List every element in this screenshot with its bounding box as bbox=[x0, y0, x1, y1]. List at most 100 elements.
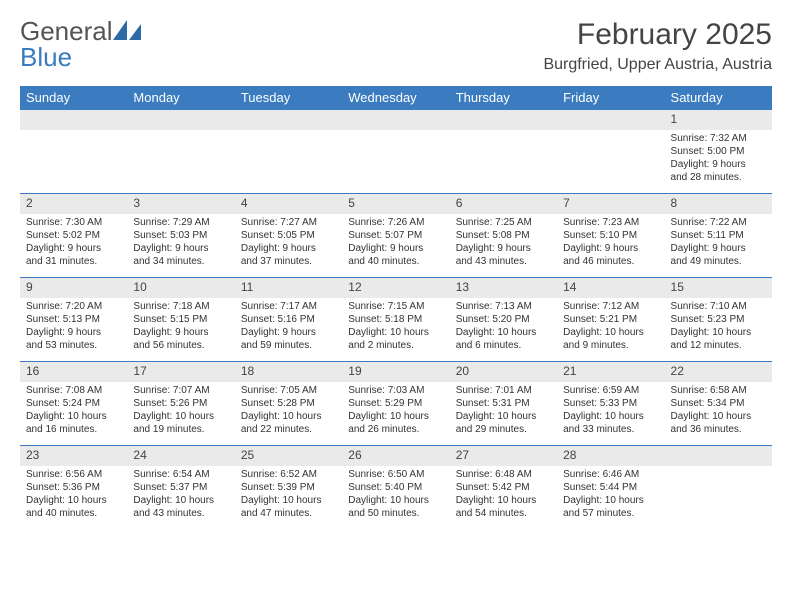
day-day2: and 12 minutes. bbox=[671, 339, 766, 352]
day-day1: Daylight: 9 hours bbox=[26, 242, 121, 255]
day-sunrise: Sunrise: 7:01 AM bbox=[456, 384, 551, 397]
day-sunrise: Sunrise: 6:54 AM bbox=[133, 468, 228, 481]
calendar-day-cell: 11Sunrise: 7:17 AMSunset: 5:16 PMDayligh… bbox=[235, 278, 342, 362]
day-day1: Daylight: 10 hours bbox=[563, 494, 658, 507]
day-day2: and 9 minutes. bbox=[563, 339, 658, 352]
title-block: February 2025 Burgfried, Upper Austria, … bbox=[543, 18, 772, 78]
day-sunrise: Sunrise: 7:03 AM bbox=[348, 384, 443, 397]
day-sunrise: Sunrise: 7:17 AM bbox=[241, 300, 336, 313]
day-number: 6 bbox=[450, 194, 557, 214]
day-sunset: Sunset: 5:36 PM bbox=[26, 481, 121, 494]
day-day1: Daylight: 9 hours bbox=[456, 242, 551, 255]
calendar-day-cell: 5Sunrise: 7:26 AMSunset: 5:07 PMDaylight… bbox=[342, 194, 449, 278]
day-day1: Daylight: 10 hours bbox=[456, 326, 551, 339]
calendar-day-cell: 1Sunrise: 7:32 AMSunset: 5:00 PMDaylight… bbox=[665, 110, 772, 194]
day-number-empty bbox=[450, 110, 557, 130]
day-day2: and 33 minutes. bbox=[563, 423, 658, 436]
calendar-day-cell: 14Sunrise: 7:12 AMSunset: 5:21 PMDayligh… bbox=[557, 278, 664, 362]
day-day1: Daylight: 10 hours bbox=[241, 410, 336, 423]
day-day1: Daylight: 10 hours bbox=[348, 410, 443, 423]
calendar-day-cell: 17Sunrise: 7:07 AMSunset: 5:26 PMDayligh… bbox=[127, 362, 234, 446]
weekday-header: Tuesday bbox=[235, 86, 342, 110]
day-number: 26 bbox=[342, 446, 449, 466]
day-number: 12 bbox=[342, 278, 449, 298]
day-number-empty bbox=[235, 110, 342, 130]
calendar-day-cell: 19Sunrise: 7:03 AMSunset: 5:29 PMDayligh… bbox=[342, 362, 449, 446]
day-number: 3 bbox=[127, 194, 234, 214]
day-sunset: Sunset: 5:13 PM bbox=[26, 313, 121, 326]
day-sunrise: Sunrise: 7:22 AM bbox=[671, 216, 766, 229]
day-day2: and 37 minutes. bbox=[241, 255, 336, 268]
day-day2: and 43 minutes. bbox=[133, 507, 228, 520]
day-number-empty bbox=[20, 110, 127, 130]
day-body: Sunrise: 7:12 AMSunset: 5:21 PMDaylight:… bbox=[557, 298, 664, 356]
page-header: General Blue February 2025 Burgfried, Up… bbox=[20, 18, 772, 78]
day-day1: Daylight: 9 hours bbox=[26, 326, 121, 339]
day-number: 22 bbox=[665, 362, 772, 382]
day-body: Sunrise: 6:50 AMSunset: 5:40 PMDaylight:… bbox=[342, 466, 449, 524]
calendar-day-cell bbox=[127, 110, 234, 194]
day-sunset: Sunset: 5:15 PM bbox=[133, 313, 228, 326]
day-sunrise: Sunrise: 6:58 AM bbox=[671, 384, 766, 397]
day-day1: Daylight: 10 hours bbox=[26, 410, 121, 423]
day-sunset: Sunset: 5:44 PM bbox=[563, 481, 658, 494]
day-sunset: Sunset: 5:34 PM bbox=[671, 397, 766, 410]
day-sunrise: Sunrise: 6:52 AM bbox=[241, 468, 336, 481]
day-day2: and 22 minutes. bbox=[241, 423, 336, 436]
day-day1: Daylight: 9 hours bbox=[348, 242, 443, 255]
day-day2: and 28 minutes. bbox=[671, 171, 766, 184]
day-sunrise: Sunrise: 6:46 AM bbox=[563, 468, 658, 481]
calendar-day-cell bbox=[450, 110, 557, 194]
day-day2: and 59 minutes. bbox=[241, 339, 336, 352]
day-day2: and 26 minutes. bbox=[348, 423, 443, 436]
day-sunrise: Sunrise: 7:30 AM bbox=[26, 216, 121, 229]
calendar-day-cell: 3Sunrise: 7:29 AMSunset: 5:03 PMDaylight… bbox=[127, 194, 234, 278]
day-day2: and 50 minutes. bbox=[348, 507, 443, 520]
calendar-day-cell: 15Sunrise: 7:10 AMSunset: 5:23 PMDayligh… bbox=[665, 278, 772, 362]
calendar-day-cell: 22Sunrise: 6:58 AMSunset: 5:34 PMDayligh… bbox=[665, 362, 772, 446]
day-sunset: Sunset: 5:40 PM bbox=[348, 481, 443, 494]
day-day1: Daylight: 10 hours bbox=[563, 326, 658, 339]
day-day1: Daylight: 10 hours bbox=[456, 410, 551, 423]
day-day2: and 40 minutes. bbox=[26, 507, 121, 520]
day-sunrise: Sunrise: 7:07 AM bbox=[133, 384, 228, 397]
day-body: Sunrise: 7:18 AMSunset: 5:15 PMDaylight:… bbox=[127, 298, 234, 356]
day-day2: and 56 minutes. bbox=[133, 339, 228, 352]
calendar-day-cell: 18Sunrise: 7:05 AMSunset: 5:28 PMDayligh… bbox=[235, 362, 342, 446]
day-body: Sunrise: 7:32 AMSunset: 5:00 PMDaylight:… bbox=[665, 130, 772, 188]
logo-line2: Blue bbox=[20, 42, 72, 72]
day-body: Sunrise: 7:20 AMSunset: 5:13 PMDaylight:… bbox=[20, 298, 127, 356]
day-body: Sunrise: 7:13 AMSunset: 5:20 PMDaylight:… bbox=[450, 298, 557, 356]
day-sunrise: Sunrise: 7:18 AM bbox=[133, 300, 228, 313]
day-day1: Daylight: 10 hours bbox=[671, 326, 766, 339]
day-sunset: Sunset: 5:39 PM bbox=[241, 481, 336, 494]
day-number: 23 bbox=[20, 446, 127, 466]
day-sunrise: Sunrise: 6:48 AM bbox=[456, 468, 551, 481]
day-number-empty bbox=[342, 110, 449, 130]
calendar-header-row: SundayMondayTuesdayWednesdayThursdayFrid… bbox=[20, 86, 772, 110]
day-body: Sunrise: 7:17 AMSunset: 5:16 PMDaylight:… bbox=[235, 298, 342, 356]
day-number: 16 bbox=[20, 362, 127, 382]
day-sunrise: Sunrise: 7:05 AM bbox=[241, 384, 336, 397]
calendar-day-cell bbox=[20, 110, 127, 194]
day-number-empty bbox=[557, 110, 664, 130]
day-body: Sunrise: 6:54 AMSunset: 5:37 PMDaylight:… bbox=[127, 466, 234, 524]
day-number: 15 bbox=[665, 278, 772, 298]
day-day2: and 31 minutes. bbox=[26, 255, 121, 268]
day-sunset: Sunset: 5:18 PM bbox=[348, 313, 443, 326]
calendar-day-cell: 28Sunrise: 6:46 AMSunset: 5:44 PMDayligh… bbox=[557, 446, 664, 530]
calendar-day-cell: 13Sunrise: 7:13 AMSunset: 5:20 PMDayligh… bbox=[450, 278, 557, 362]
calendar-week-row: 1Sunrise: 7:32 AMSunset: 5:00 PMDaylight… bbox=[20, 110, 772, 194]
calendar-day-cell: 8Sunrise: 7:22 AMSunset: 5:11 PMDaylight… bbox=[665, 194, 772, 278]
calendar-day-cell: 23Sunrise: 6:56 AMSunset: 5:36 PMDayligh… bbox=[20, 446, 127, 530]
day-body: Sunrise: 7:23 AMSunset: 5:10 PMDaylight:… bbox=[557, 214, 664, 272]
calendar-week-row: 16Sunrise: 7:08 AMSunset: 5:24 PMDayligh… bbox=[20, 362, 772, 446]
day-sunset: Sunset: 5:08 PM bbox=[456, 229, 551, 242]
day-day1: Daylight: 10 hours bbox=[563, 410, 658, 423]
day-number: 27 bbox=[450, 446, 557, 466]
calendar-table: SundayMondayTuesdayWednesdayThursdayFrid… bbox=[20, 86, 772, 530]
day-body: Sunrise: 6:59 AMSunset: 5:33 PMDaylight:… bbox=[557, 382, 664, 440]
calendar-week-row: 23Sunrise: 6:56 AMSunset: 5:36 PMDayligh… bbox=[20, 446, 772, 530]
day-number: 17 bbox=[127, 362, 234, 382]
day-day2: and 46 minutes. bbox=[563, 255, 658, 268]
